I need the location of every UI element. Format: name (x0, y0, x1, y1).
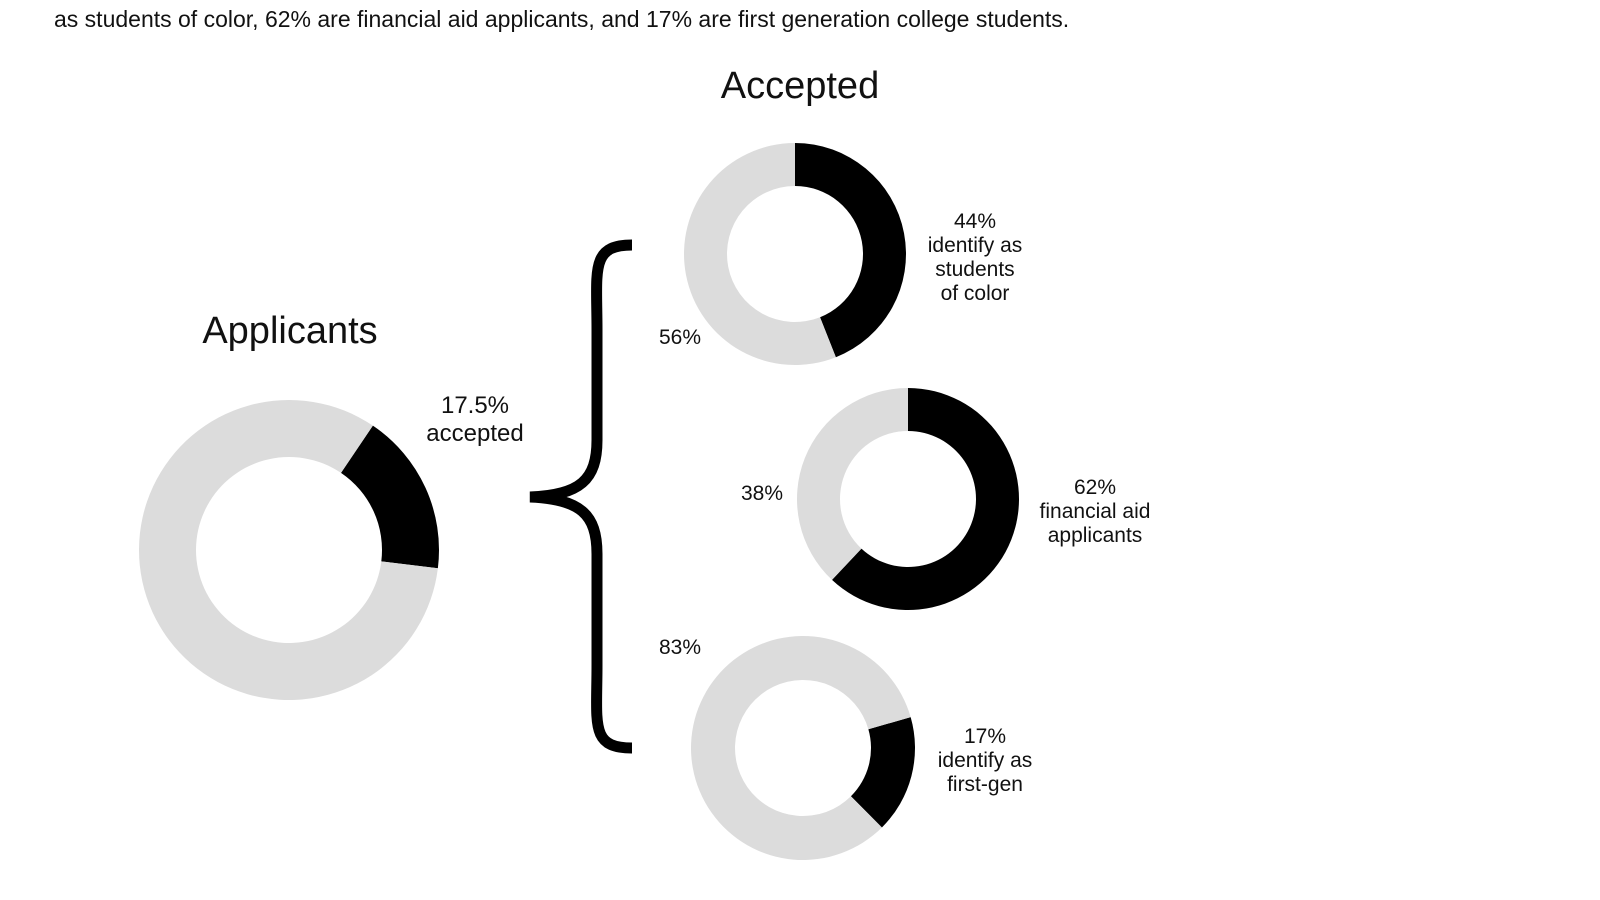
donut-1-slice-0 (795, 143, 907, 358)
intro-text: as students of color, 62% are financial … (54, 6, 1070, 32)
label-83: 83% (658, 636, 702, 659)
label-first-gen: 17% identify as first-gen (937, 725, 1033, 797)
label-38: 38% (740, 482, 784, 505)
brace (529, 239, 633, 754)
label-accepted: 17.5% accepted (426, 392, 524, 447)
donut-3-slice-0 (850, 717, 915, 828)
donut-0-slice-0 (341, 425, 440, 569)
accepted-title: Accepted (720, 65, 880, 107)
donut-2-slice-1 (797, 388, 908, 580)
donut-2-slice-0 (832, 388, 1019, 610)
label-students-of-color: 44% identify as students of color (927, 210, 1023, 306)
donut-3-slice-1 (691, 635, 911, 860)
donut-0-slice-1 (138, 399, 438, 700)
applicants-title: Applicants (202, 310, 378, 352)
donut-1-slice-1 (684, 143, 836, 366)
label-financial-aid: 62% financial aid applicants (1039, 476, 1151, 548)
label-56: 56% (658, 326, 702, 349)
